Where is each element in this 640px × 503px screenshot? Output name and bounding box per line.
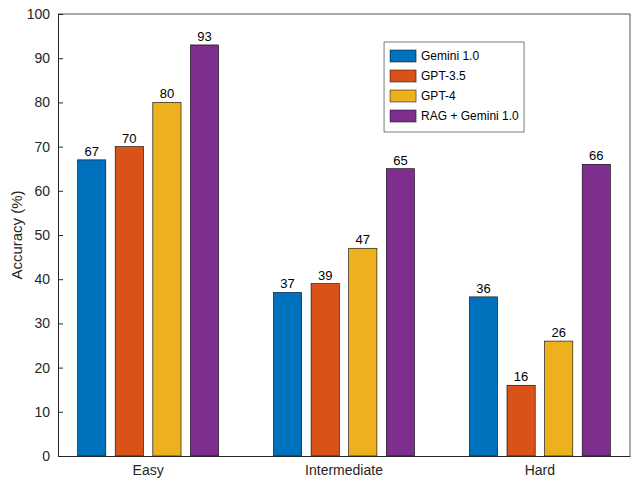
y-tick-mark xyxy=(58,147,63,148)
data-label: 93 xyxy=(197,29,211,44)
y-tick-mark xyxy=(58,191,63,192)
y-tick-label: 50 xyxy=(34,227,50,243)
y-tick: 60 xyxy=(34,183,63,199)
data-label: 67 xyxy=(84,144,98,159)
legend-label: GPT-4 xyxy=(421,89,456,103)
bar xyxy=(545,341,573,456)
data-label: 36 xyxy=(476,281,490,296)
y-tick-label: 40 xyxy=(34,271,50,287)
y-tick: 10 xyxy=(34,404,63,420)
data-label: 39 xyxy=(318,268,332,283)
y-tick: 90 xyxy=(34,50,63,66)
y-tick-label: 100 xyxy=(27,6,51,22)
bar xyxy=(115,147,143,456)
legend: Gemini 1.0 GPT-3.5 GPT-4 RAG + Gemini 1.0 xyxy=(384,42,524,132)
frame xyxy=(58,14,630,456)
y-tick-mark xyxy=(58,58,63,59)
y-tick-mark xyxy=(58,323,63,324)
bars xyxy=(78,45,611,456)
x-axis: Easy Intermediate Hard xyxy=(59,456,631,478)
y-tick-label: 70 xyxy=(34,139,50,155)
legend-swatch xyxy=(390,50,416,62)
x-tick-label: Intermediate xyxy=(305,462,383,478)
y-tick-label: 20 xyxy=(34,360,50,376)
y-tick-mark xyxy=(58,412,63,413)
data-labels: 67 37 36 70 39 16 80 47 26 93 65 66 xyxy=(84,29,603,384)
legend-label: GPT-3.5 xyxy=(421,69,466,83)
y-tick-label: 30 xyxy=(34,315,50,331)
data-label: 16 xyxy=(514,369,528,384)
y-tick-label: 10 xyxy=(34,404,50,420)
y-tick-label: 0 xyxy=(42,448,50,464)
x-tick: Intermediate xyxy=(305,456,383,478)
y-tick: 30 xyxy=(34,315,63,331)
y-axis: 0 10 20 30 40 50 60 70 80 90 100 xyxy=(27,6,63,464)
y-tick-mark xyxy=(58,368,63,369)
bar xyxy=(582,164,610,456)
y-tick: 70 xyxy=(34,139,63,155)
legend-swatch xyxy=(390,70,416,82)
y-tick: 40 xyxy=(34,271,63,287)
data-label: 80 xyxy=(160,86,174,101)
data-label: 26 xyxy=(551,325,565,340)
y-tick: 100 xyxy=(27,6,63,22)
y-tick-mark xyxy=(58,14,63,15)
data-label: 47 xyxy=(356,232,370,247)
x-tick: Hard xyxy=(525,456,555,478)
legend-swatch xyxy=(390,90,416,102)
bar xyxy=(311,284,339,456)
y-tick: 0 xyxy=(42,448,63,464)
data-label: 37 xyxy=(280,276,294,291)
y-axis-line xyxy=(59,15,64,457)
y-tick: 20 xyxy=(34,360,63,376)
bar xyxy=(349,248,377,456)
bar xyxy=(78,160,106,456)
data-label: 70 xyxy=(122,131,136,146)
x-tick-label: Hard xyxy=(525,462,555,478)
bar xyxy=(507,385,535,456)
y-tick: 80 xyxy=(34,94,63,110)
plot: 67 37 36 70 39 16 80 47 26 93 65 66 0 10 20 30 40 50 60 70 8… xyxy=(27,6,631,478)
bar xyxy=(273,292,301,456)
y-tick-mark xyxy=(58,235,63,236)
y-tick-mark xyxy=(58,102,63,103)
y-tick-mark xyxy=(58,279,63,280)
legend-swatch xyxy=(390,110,416,122)
legend-label: RAG + Gemini 1.0 xyxy=(421,109,519,123)
bar xyxy=(190,45,218,456)
bar xyxy=(153,102,181,456)
x-tick-label: Easy xyxy=(133,462,164,478)
y-tick: 50 xyxy=(34,227,63,243)
chart: 67 37 36 70 39 16 80 47 26 93 65 66 0 10 20 30 40 50 60 70 8… xyxy=(0,0,640,503)
y-tick-label: 90 xyxy=(34,50,50,66)
data-label: 66 xyxy=(589,148,603,163)
x-axis-line xyxy=(59,456,631,457)
legend-label: Gemini 1.0 xyxy=(421,49,479,63)
y-axis-title: Accuracy (%) xyxy=(8,190,25,279)
bar xyxy=(469,297,497,456)
legend-box xyxy=(384,42,524,132)
y-tick-label: 80 xyxy=(34,94,50,110)
y-tick-label: 60 xyxy=(34,183,50,199)
x-tick: Easy xyxy=(133,456,164,478)
data-label: 65 xyxy=(393,153,407,168)
bar xyxy=(386,169,414,456)
